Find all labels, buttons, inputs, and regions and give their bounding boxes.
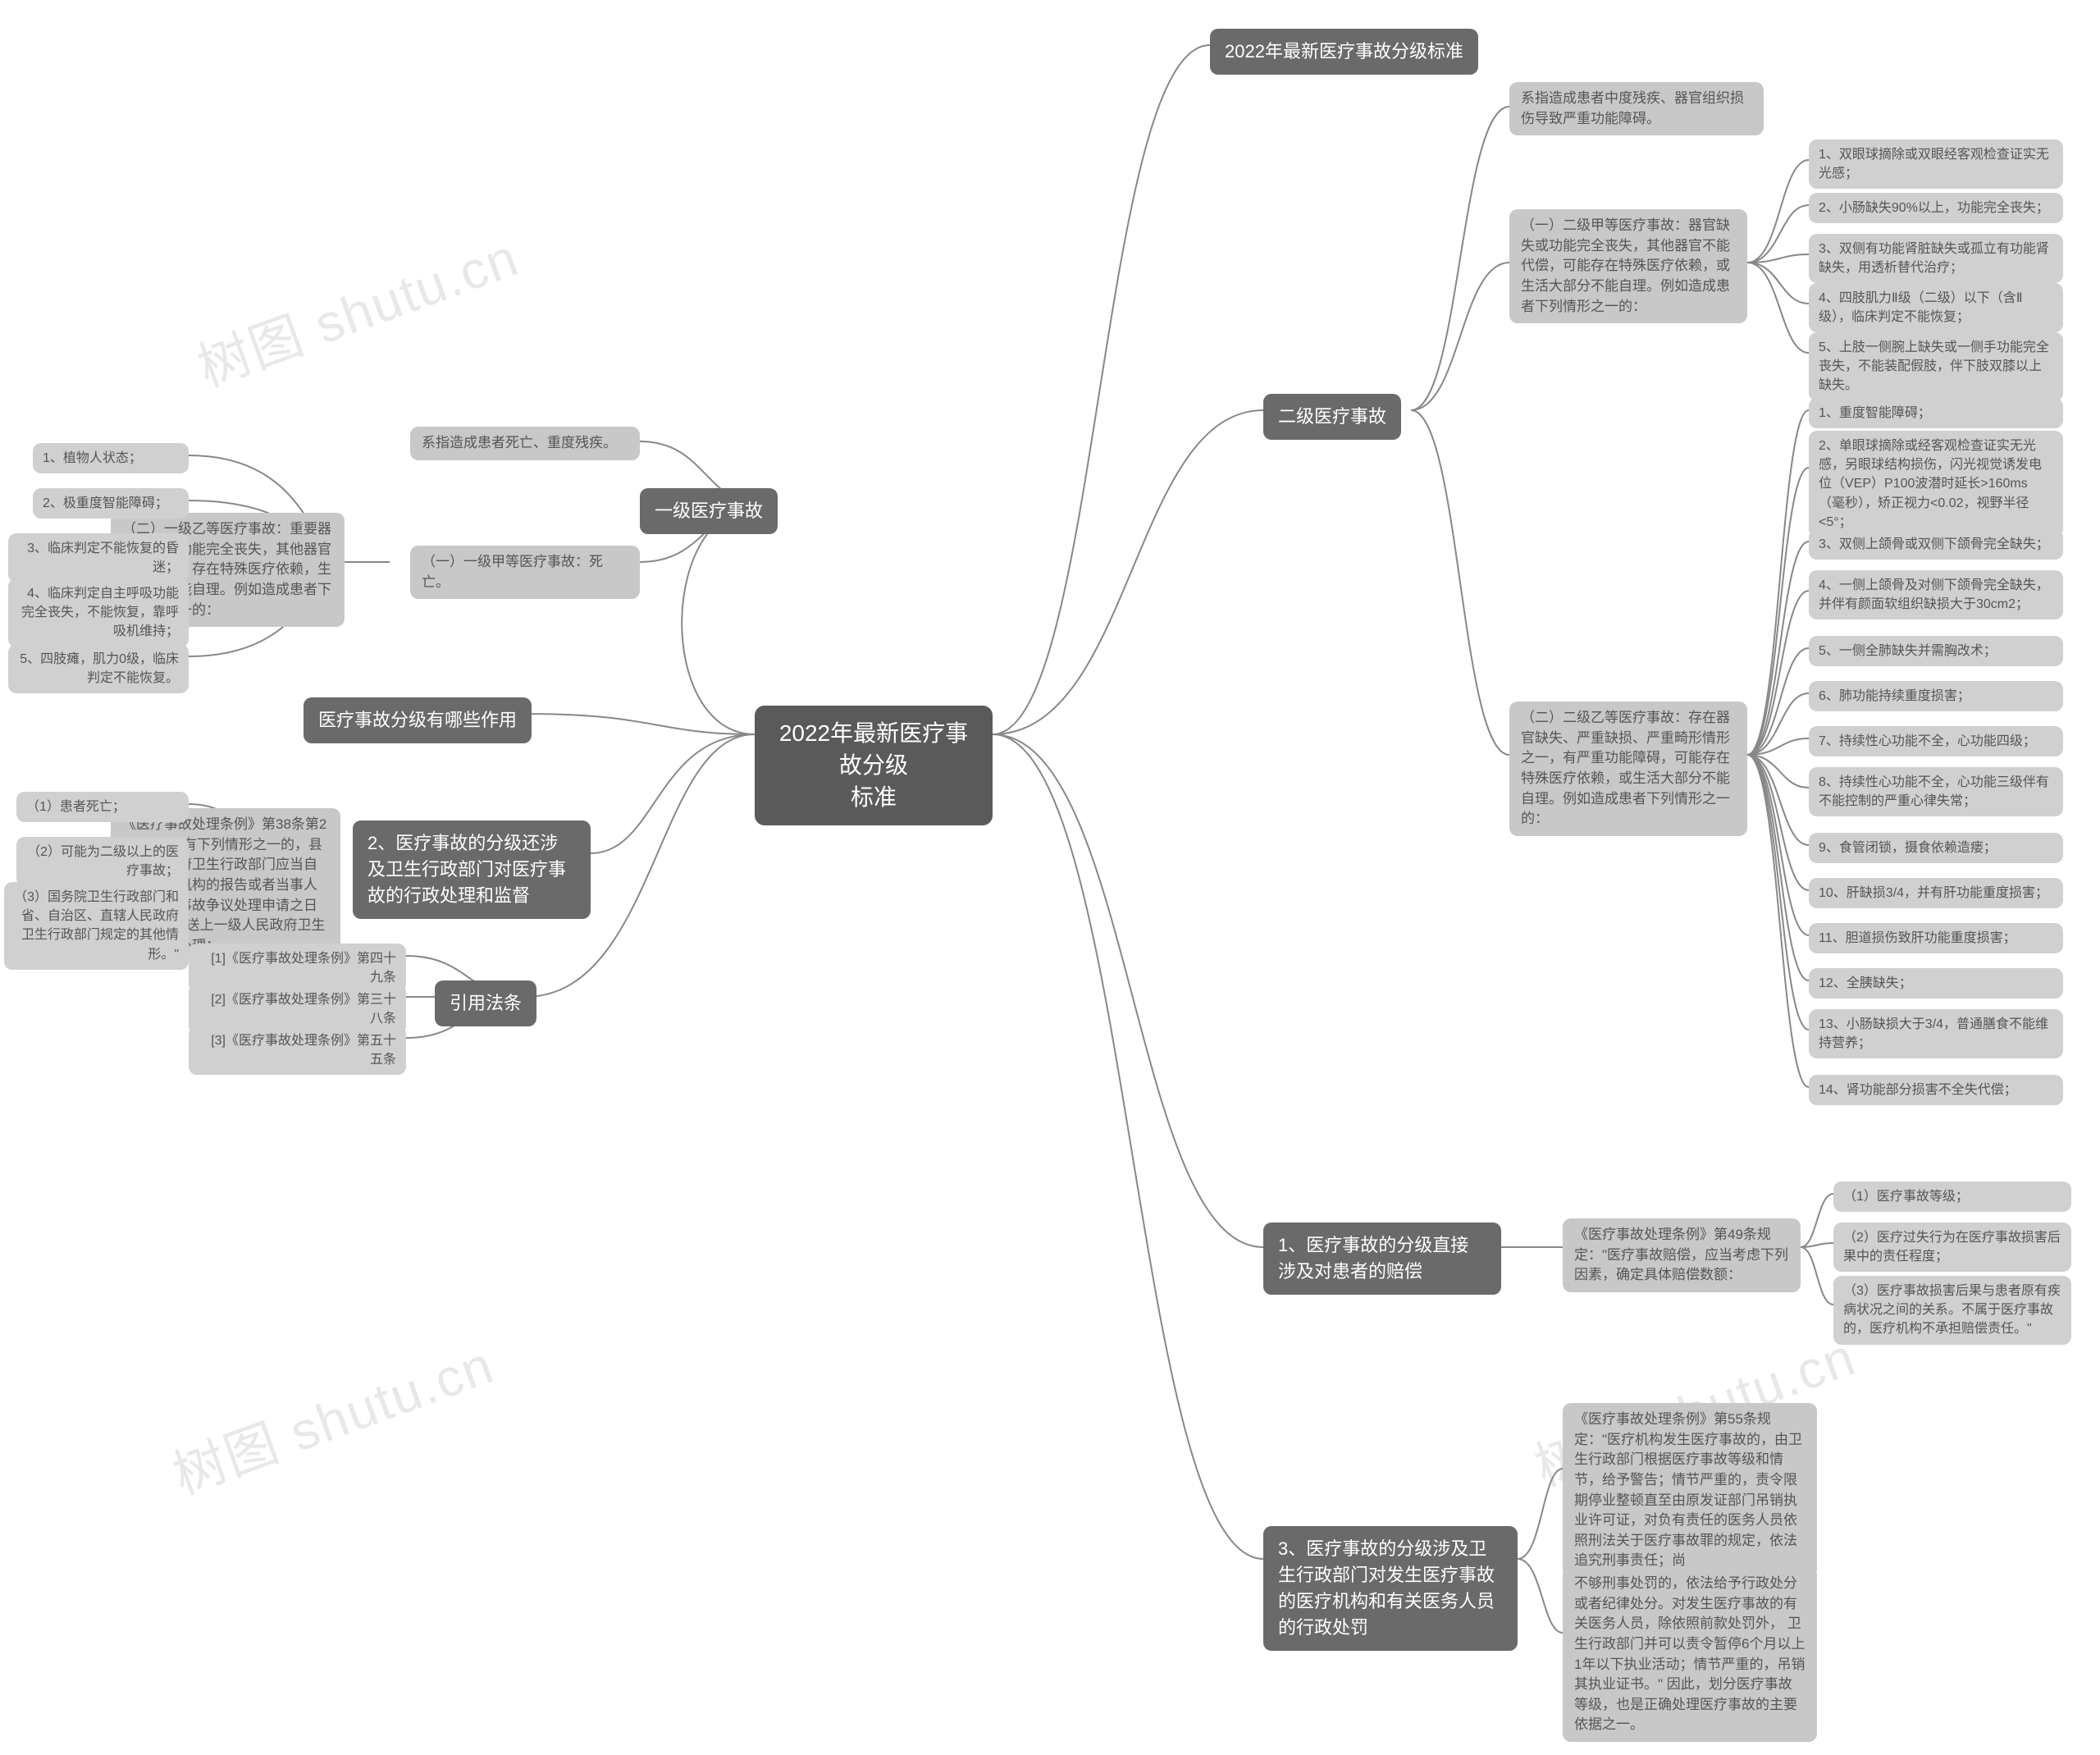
r2-g2-i6: 7、持续性心功能不全，心功能四级； xyxy=(1809,726,2063,756)
r4-i0: 《医疗事故处理条例》第55条规定："医疗机构发生医疗事故的，由卫生行政部门根据医… xyxy=(1563,1403,1817,1578)
l3-i0: （1）患者死亡； xyxy=(16,792,189,822)
root-line2: 标准 xyxy=(771,781,976,813)
branch-r3[interactable]: 1、医疗事故的分级直接涉及对患者的赔偿 xyxy=(1263,1223,1501,1295)
r4-i1: 不够刑事处罚的，依法给予行政处分或者纪律处分。对发生医疗事故的有关医务人员，除依… xyxy=(1563,1567,1817,1742)
branch-r4[interactable]: 3、医疗事故的分级涉及卫生行政部门对发生医疗事故的医疗机构和有关医务人员的行政处… xyxy=(1263,1526,1518,1651)
r2-g2-i0: 1、重度智能障碍； xyxy=(1809,398,2063,428)
l1-s2-i3: 4、临床判定自主呼吸功能完全丧失，不能恢复，靠呼吸机维持； xyxy=(8,578,189,647)
r3-i0: （1）医疗事故等级； xyxy=(1833,1181,2071,1212)
r3-i1: （2）医疗过失行为在医疗事故损害后果中的责任程度； xyxy=(1833,1223,2071,1272)
l1-s2-i4: 5、四肢瘫，肌力0级，临床判定不能恢复。 xyxy=(8,644,189,693)
r2-g2-i1: 2、单眼球摘除或经客观检查证实无光感，另眼球结构损伤，闪光视觉诱发电位（VEP）… xyxy=(1809,431,2063,537)
r2-g2-i11: 12、全胰缺失； xyxy=(1809,968,2063,999)
branch-l2[interactable]: 医疗事故分级有哪些作用 xyxy=(304,697,532,743)
root-node[interactable]: 2022年最新医疗事故分级 标准 xyxy=(755,706,993,825)
r2-g1[interactable]: （一）二级甲等医疗事故：器官缺失或功能完全丧失，其他器官不能代偿，可能存在特殊医… xyxy=(1509,209,1747,323)
branch-l1[interactable]: 一级医疗事故 xyxy=(640,488,778,534)
r2-g1-i3: 4、四肢肌力Ⅱ级（二级）以下（含Ⅱ级），临床判定不能恢复； xyxy=(1809,283,2063,332)
root-line1: 2022年最新医疗事故分级 xyxy=(771,717,976,781)
watermark: 树图 shutu.cn xyxy=(162,1323,503,1510)
r2-g2-i5: 6、肺功能持续重度损害； xyxy=(1809,681,2063,711)
l1-s2-i0: 1、植物人状态； xyxy=(33,443,189,473)
branch-r2[interactable]: 二级医疗事故 xyxy=(1263,394,1401,440)
l4-i2: [3]《医疗事故处理条例》第五十五条 xyxy=(189,1026,406,1075)
watermark: 树图 shutu.cn xyxy=(186,216,527,402)
l3-i1: （2）可能为二级以上的医疗事故； xyxy=(16,837,189,886)
r2-g1-i4: 5、上肢一侧腕上缺失或一侧手功能完全丧失，不能装配假肢，伴下肢双膝以上缺失。 xyxy=(1809,332,2063,401)
r2-g2[interactable]: （二）二级乙等医疗事故：存在器官缺失、严重缺损、严重畸形情形之一，有严重功能障碍… xyxy=(1509,702,1747,836)
l1-s2-i2: 3、临床判定不能恢复的昏迷； xyxy=(8,533,189,583)
r2-g2-i12: 13、小肠缺损大于3/4，普通膳食不能维持营养； xyxy=(1809,1009,2063,1058)
l3-i2: （3）国务院卫生行政部门和省、自治区、直辖人民政府卫生行政部门规定的其他情形。" xyxy=(4,882,189,970)
r2-g2-i9: 10、肝缺损3/4，并有肝功能重度损害； xyxy=(1809,878,2063,908)
branch-l3[interactable]: 2、医疗事故的分级还涉及卫生行政部门对医疗事故的行政处理和监督 xyxy=(353,820,591,919)
r2-g2-i8: 9、食管闭锁，摄食依赖造瘘； xyxy=(1809,833,2063,863)
r2-g2-i7: 8、持续性心功能不全，心功能三级伴有不能控制的严重心律失常； xyxy=(1809,767,2063,816)
l1-s1: （一）一级甲等医疗事故：死亡。 xyxy=(410,546,640,599)
r2-g1-i0: 1、双眼球摘除或双眼经客观检查证实无光感； xyxy=(1809,139,2063,189)
r3-sub: 《医疗事故处理条例》第49条规定："医疗事故赔偿，应当考虑下列因素，确定具体赔偿… xyxy=(1563,1218,1801,1292)
r2-intro: 系指造成患者中度残疾、器官组织损伤导致严重功能障碍。 xyxy=(1509,82,1764,135)
r2-g2-i2: 3、双侧上颌骨或双侧下颌骨完全缺失； xyxy=(1809,529,2063,560)
r2-g2-i4: 5、一侧全肺缺失并需胸改术； xyxy=(1809,636,2063,666)
r2-g1-i2: 3、双侧有功能肾脏缺失或孤立有功能肾缺失，用透析替代治疗； xyxy=(1809,234,2063,283)
branch-r1[interactable]: 2022年最新医疗事故分级标准 xyxy=(1210,29,1478,75)
r2-g2-i13: 14、肾功能部分损害不全失代偿； xyxy=(1809,1075,2063,1105)
r2-g1-i1: 2、小肠缺失90%以上，功能完全丧失； xyxy=(1809,193,2063,223)
branch-l4[interactable]: 引用法条 xyxy=(435,980,536,1026)
r2-g2-i10: 11、胆道损伤致肝功能重度损害； xyxy=(1809,923,2063,953)
r3-i2: （3）医疗事故损害后果与患者原有疾病状况之间的关系。不属于医疗事故的，医疗机构不… xyxy=(1833,1276,2071,1345)
l1-intro: 系指造成患者死亡、重度残疾。 xyxy=(410,427,640,460)
r2-g2-i3: 4、一侧上颌骨及对侧下颌骨完全缺失，并伴有颜面软组织缺损大于30cm2； xyxy=(1809,570,2063,619)
l1-s2-i1: 2、极重度智能障碍； xyxy=(33,488,189,519)
